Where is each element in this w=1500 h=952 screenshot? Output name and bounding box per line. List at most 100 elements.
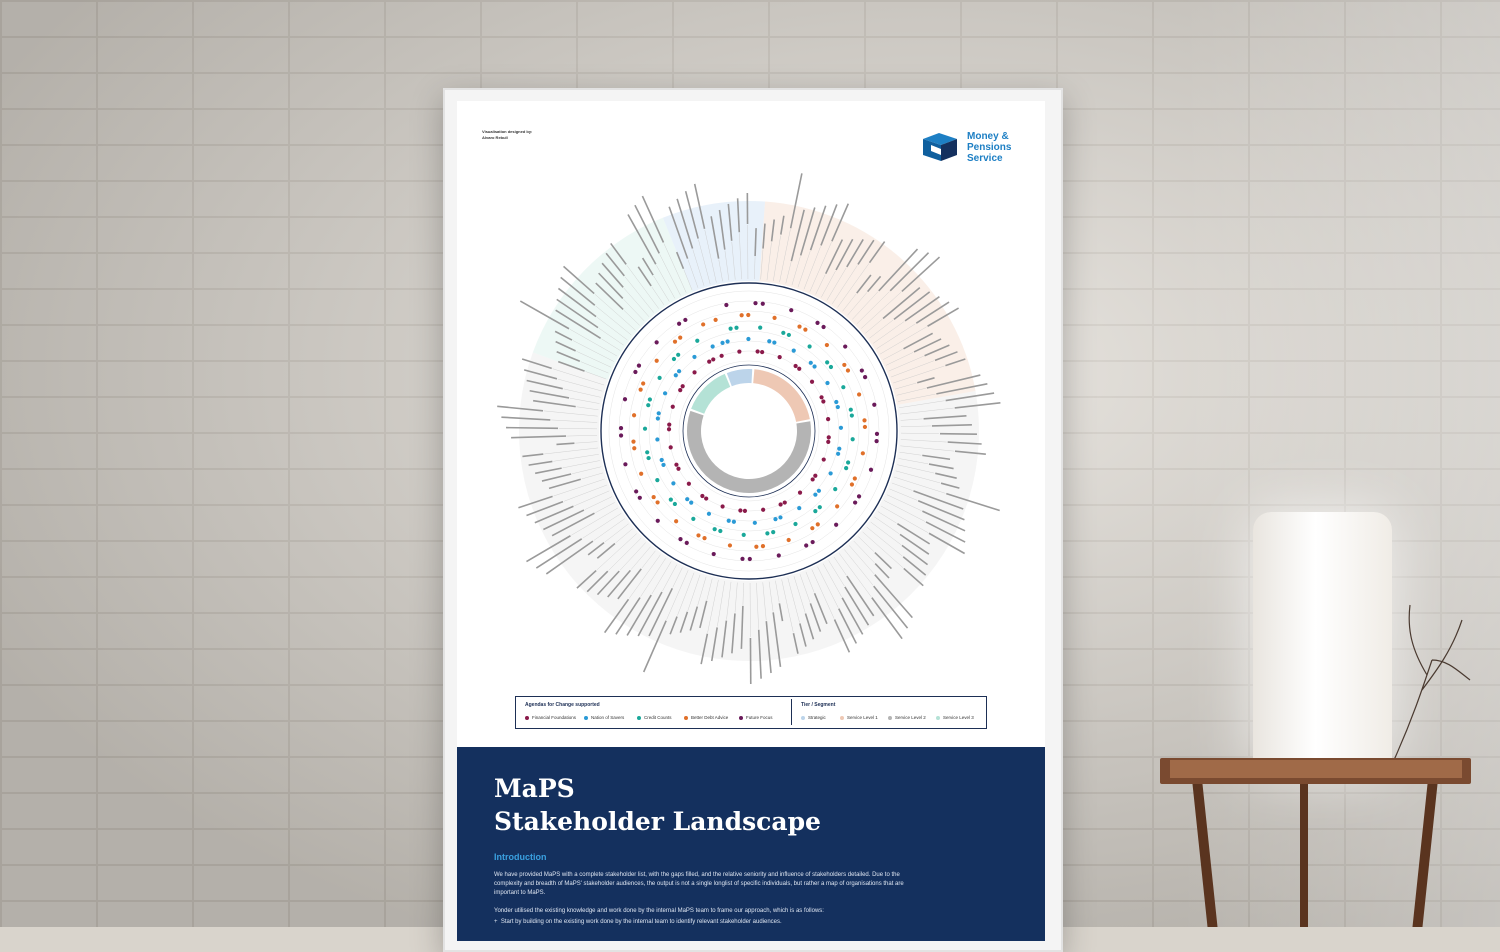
agenda-dot (827, 435, 831, 439)
agenda-dot (850, 413, 854, 417)
table-leg (1300, 784, 1308, 927)
agenda-dot (807, 344, 811, 348)
agenda-dot (844, 466, 848, 470)
agenda-dot (724, 303, 728, 307)
legend-dot (637, 716, 641, 720)
agenda-dot (639, 388, 643, 392)
poster-title-line-2: Stakeholder Landscape (494, 807, 821, 836)
agenda-dot (771, 530, 775, 534)
agenda-dot (810, 380, 814, 384)
legend-item-future-focus: Future Focus (739, 715, 773, 720)
agenda-dot (673, 340, 677, 344)
agenda-dot (740, 313, 744, 317)
agenda-dot (833, 487, 837, 491)
agenda-dot (713, 527, 717, 531)
agenda-dot (729, 327, 733, 331)
agenda-dot (643, 427, 647, 431)
agenda-dot (743, 509, 747, 513)
agenda-dot (843, 344, 847, 348)
agenda-dot (793, 522, 797, 526)
agenda-dot (794, 364, 798, 368)
agenda-dot (712, 552, 716, 556)
agenda-dot (826, 417, 830, 421)
agenda-dot (677, 369, 681, 373)
agenda-dot (678, 335, 682, 339)
agenda-dot (641, 381, 645, 385)
table-lamp (1253, 512, 1392, 770)
agenda-dot (748, 557, 752, 561)
agenda-dot (683, 318, 687, 322)
agenda-dot (815, 321, 819, 325)
agenda-dot (829, 365, 833, 369)
agenda-dot (704, 496, 708, 500)
agenda-dot (861, 451, 865, 455)
agenda-dot (849, 408, 853, 412)
agenda-dot (687, 482, 691, 486)
agenda-dot (817, 489, 821, 493)
agenda-dot (857, 494, 861, 498)
legend-item-nation-of-savers: Nation of Savers (584, 715, 624, 720)
agenda-dot (619, 426, 623, 430)
agenda-dot (809, 361, 813, 365)
agenda-dot (678, 537, 682, 541)
agenda-dot (836, 452, 840, 456)
agenda-dot (787, 333, 791, 337)
agenda-dot (634, 489, 638, 493)
agenda-dot (720, 354, 724, 358)
agenda-dot (779, 502, 783, 506)
agenda-dot (797, 506, 801, 510)
agenda-dot (754, 545, 758, 549)
agenda-dot (711, 344, 715, 348)
agenda-dot (732, 520, 736, 524)
agenda-dot (846, 460, 850, 464)
agenda-dot (850, 482, 854, 486)
agenda-dot (707, 359, 711, 363)
agenda-dot (789, 308, 793, 312)
agenda-dot (819, 395, 823, 399)
agenda-dot (811, 477, 815, 481)
agenda-dot (737, 349, 741, 353)
agenda-dot (671, 481, 675, 485)
agenda-dot (701, 322, 705, 326)
title-banner: MaPS Stakeholder Landscape Introduction … (457, 747, 1045, 941)
agenda-dot (846, 368, 850, 372)
agenda-dot (656, 416, 660, 420)
legend-dot (888, 716, 892, 720)
intro-heading: Introduction (494, 852, 547, 862)
agenda-dot (656, 519, 660, 523)
agenda-dot (821, 399, 825, 403)
agenda-dot (811, 540, 815, 544)
agenda-dot (761, 544, 765, 548)
agenda-dot (813, 509, 817, 513)
agenda-dot (674, 519, 678, 523)
agenda-dot (692, 370, 696, 374)
agenda-dot (711, 357, 715, 361)
agenda-dot (633, 370, 637, 374)
agenda-dot (772, 340, 776, 344)
legend-dot (525, 716, 529, 720)
agenda-dot (837, 447, 841, 451)
window-light (1180, 0, 1500, 927)
agenda-dot (663, 391, 667, 395)
poster-title-line-1: MaPS (494, 774, 575, 803)
agenda-dot (632, 446, 636, 450)
agenda-dot (758, 326, 762, 330)
agenda-dot (834, 400, 838, 404)
agenda-dot (826, 440, 830, 444)
agenda-dot (765, 531, 769, 535)
agenda-dot (738, 508, 742, 512)
agenda-dot (841, 385, 845, 389)
agenda-dot (676, 467, 680, 471)
agenda-dot (798, 491, 802, 495)
agenda-dot (834, 523, 838, 527)
agenda-dot (746, 337, 750, 341)
legend-item-credit-counts: Credit Counts (637, 715, 672, 720)
agenda-dot (839, 426, 843, 430)
agenda-dot (778, 355, 782, 359)
stakeholder-radial-visualisation (457, 101, 1045, 691)
agenda-dot (836, 405, 840, 409)
dry-branch-decoration (1392, 600, 1472, 770)
agenda-dot (777, 553, 781, 557)
agenda-dot (692, 355, 696, 359)
agenda-dot (869, 468, 873, 472)
